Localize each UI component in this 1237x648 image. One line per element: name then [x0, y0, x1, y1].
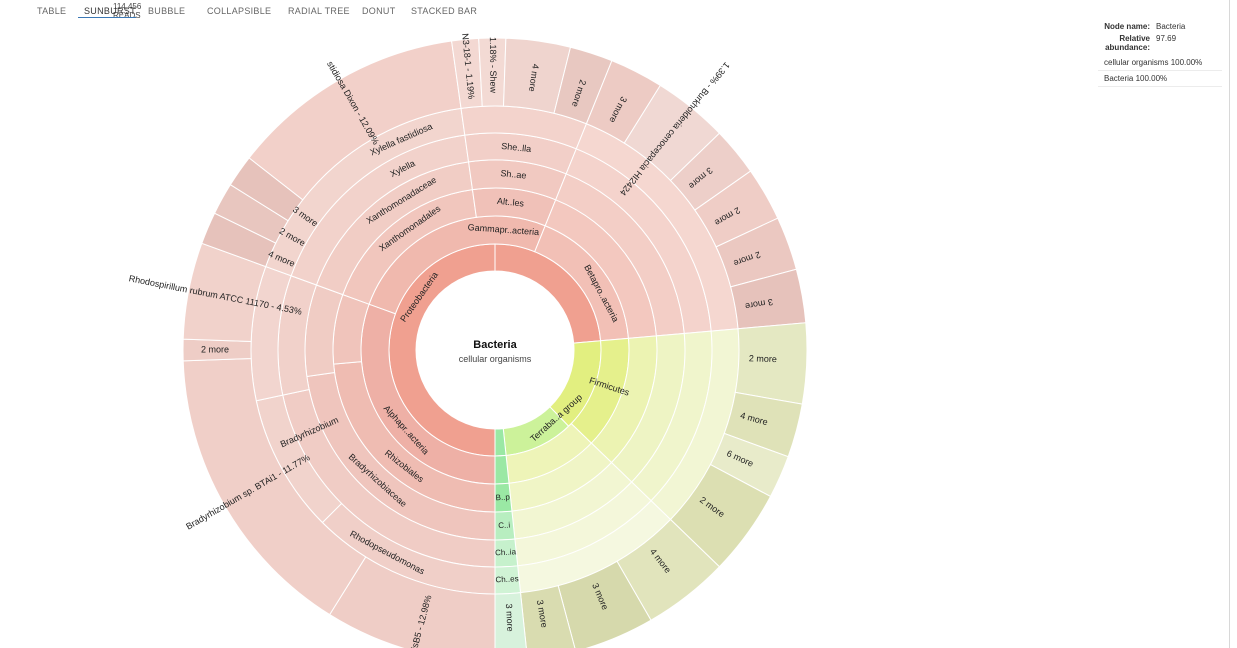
label-gammaproteobacteria: Gammapr..acteria — [467, 222, 539, 237]
tab-stacked-bar[interactable]: STACKED BAR — [411, 6, 478, 16]
relative-abundance-key: Relative abundance: — [1105, 34, 1150, 52]
arc-three-more[interactable] — [494, 592, 528, 648]
label-alteromonadales: Alt..les — [497, 196, 525, 209]
node-name-row: Node name: Bacteria — [1098, 22, 1222, 31]
center-title: Bacteria — [473, 339, 517, 351]
label-four-more: 4 more — [527, 63, 541, 92]
lineage-item[interactable]: cellular organisms 100.00% — [1098, 55, 1222, 71]
lineage-item[interactable]: Bacteria 100.00% — [1098, 71, 1222, 87]
reads-count: 114,456 — [113, 2, 142, 11]
reads-counter: 114,456 READS — [113, 2, 141, 20]
tab-sunburst[interactable]: SUNBURST — [84, 6, 136, 16]
tab-radial-tree[interactable]: RADIAL TREE — [288, 6, 350, 16]
relative-abundance-row: Relative abundance: 97.69 — [1098, 34, 1222, 52]
label-two-more: 2 more — [201, 344, 229, 354]
active-tab-underline — [78, 17, 136, 18]
label-three-more: 3 more — [744, 297, 773, 312]
label-c-i: C..i — [498, 521, 511, 531]
label-ch-es: Ch..es — [495, 574, 519, 584]
center-hole[interactable] — [416, 271, 574, 429]
label-ch-ia: Ch..ia — [495, 547, 517, 557]
tab-collapsible[interactable]: COLLAPSIBLE — [207, 6, 272, 16]
node-name-value: Bacteria — [1156, 22, 1186, 31]
label-three-more: 3 more — [535, 599, 550, 628]
arc-bacteroidetes[interactable] — [494, 454, 510, 485]
node-name-key: Node name: — [1104, 22, 1150, 31]
reads-unit: READS — [113, 11, 141, 20]
tab-bubble[interactable]: BUBBLE — [148, 6, 186, 16]
label-b-p: B..p — [495, 493, 510, 503]
label-shewanella-strain: 1.18% - Shew — [488, 37, 498, 94]
center-subtitle: cellular organisms — [459, 354, 532, 364]
label-she-lla: She..lla — [501, 141, 532, 154]
tab-donut[interactable]: DONUT — [362, 6, 396, 16]
node-info-panel: Node name: Bacteria Relative abundance: … — [1098, 22, 1222, 87]
label-two-more: 2 more — [749, 353, 777, 364]
label-sh-ae: Sh..ae — [500, 168, 527, 181]
tab-table[interactable]: TABLE — [37, 6, 67, 16]
relative-abundance-value: 97.69 — [1156, 34, 1177, 43]
label-three-more: 3 more — [504, 603, 515, 632]
sunburst-arcs — [182, 37, 808, 648]
